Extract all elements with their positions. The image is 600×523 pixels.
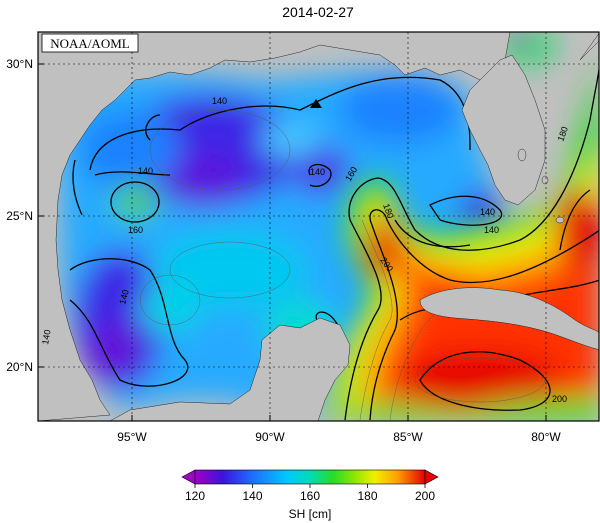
- contour-label: 140: [480, 207, 495, 217]
- map-area: 140 140 140 160 140 160 180 200 180 140 …: [38, 32, 599, 421]
- islands: [517, 148, 565, 224]
- us-mexico-coast: [38, 32, 511, 421]
- lon-label: 90°W: [255, 430, 285, 444]
- contour-label: 140: [138, 166, 153, 176]
- station-marker: [310, 99, 322, 108]
- lat-label: 20°N: [6, 360, 33, 374]
- contour-label: 140: [117, 288, 131, 305]
- colorbar-ticks: [194, 484, 426, 488]
- florida: [461, 54, 546, 206]
- yucatan: [109, 317, 351, 421]
- lat-label: 30°N: [6, 57, 33, 71]
- contour-label: 160: [128, 225, 143, 235]
- colorbar-tick-label: 120: [185, 489, 205, 503]
- credit-label: NOAA/AOML: [50, 36, 130, 51]
- land-masses: [38, 32, 599, 421]
- tick-marks: [38, 63, 547, 421]
- colorbar-min-arrow: [181, 469, 196, 485]
- colorbar-tick-label: 140: [242, 489, 262, 503]
- contour-label: 180: [381, 202, 396, 220]
- atlantic-land: [579, 33, 599, 61]
- lon-label: 95°W: [117, 430, 147, 444]
- map-title: 2014-02-27: [282, 4, 354, 20]
- colorbar-tick-label: 160: [300, 489, 320, 503]
- contour-label: 180: [555, 125, 570, 143]
- thin-contours: [139, 109, 546, 421]
- colorbar-gradient: [194, 469, 426, 485]
- contour-label: 140: [484, 225, 499, 235]
- contour-label: 200: [552, 394, 567, 404]
- colorbar-title: SH [cm]: [289, 507, 332, 521]
- lon-label: 85°W: [393, 430, 423, 444]
- colorbar-tick-label: 180: [357, 489, 377, 503]
- lon-label: 80°W: [531, 430, 561, 444]
- contour-label: 140: [310, 167, 325, 177]
- credit-box: [41, 33, 139, 53]
- colorbar-max-arrow: [424, 469, 439, 485]
- contour-lines: [69, 65, 599, 421]
- gridlines: [38, 32, 599, 421]
- map-frame: [37, 31, 600, 422]
- contour-label: 140: [40, 329, 52, 346]
- colorbar: 120 140 160 180 200 SH [cm]: [181, 469, 439, 521]
- cuba: [419, 287, 599, 350]
- colorbar-tick-label: 200: [415, 489, 435, 503]
- contour-label: 140: [212, 96, 227, 106]
- lat-label: 25°N: [6, 209, 33, 223]
